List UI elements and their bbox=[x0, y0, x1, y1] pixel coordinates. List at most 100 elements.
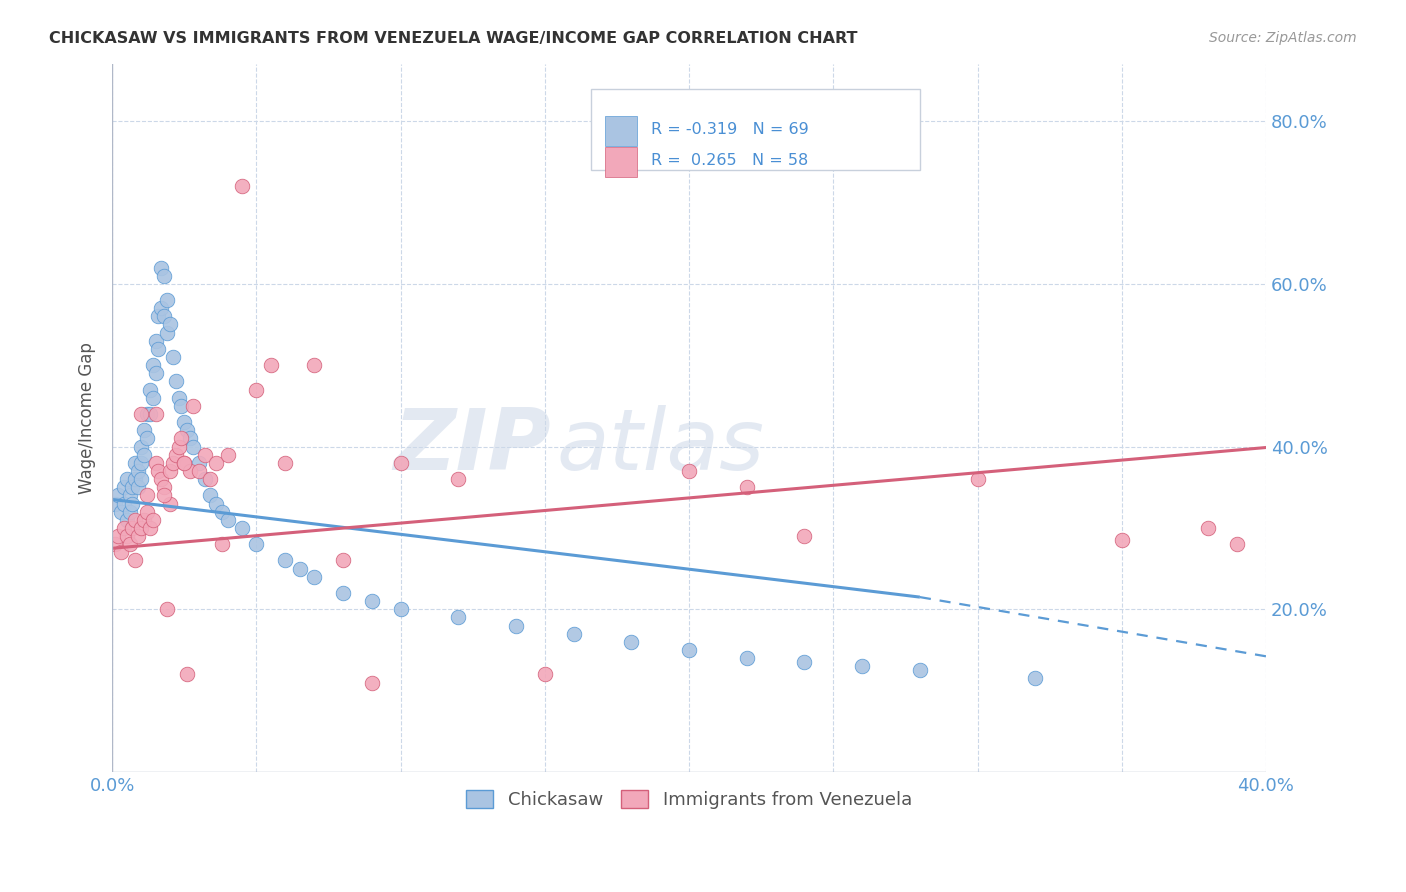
Point bbox=[145, 367, 167, 381]
Point bbox=[245, 537, 267, 551]
Text: R = -0.319   N = 69: R = -0.319 N = 69 bbox=[651, 122, 808, 137]
Point bbox=[217, 513, 239, 527]
Point bbox=[793, 529, 815, 543]
Point bbox=[142, 513, 165, 527]
Point bbox=[165, 448, 187, 462]
Point bbox=[793, 655, 815, 669]
Point bbox=[156, 293, 179, 307]
Point bbox=[211, 537, 233, 551]
Point bbox=[135, 488, 157, 502]
Point bbox=[245, 383, 267, 397]
Y-axis label: Wage/Income Gap: Wage/Income Gap bbox=[79, 343, 96, 494]
Point bbox=[193, 472, 215, 486]
Point bbox=[150, 472, 173, 486]
Text: ZIP: ZIP bbox=[394, 405, 551, 488]
Point bbox=[150, 301, 173, 316]
Point bbox=[162, 350, 184, 364]
Point bbox=[181, 399, 204, 413]
Point bbox=[135, 407, 157, 421]
Point bbox=[124, 513, 146, 527]
Point bbox=[162, 456, 184, 470]
Point bbox=[129, 456, 152, 470]
Point bbox=[127, 529, 149, 543]
Point bbox=[107, 529, 129, 543]
Point bbox=[142, 391, 165, 405]
Text: Source: ZipAtlas.com: Source: ZipAtlas.com bbox=[1209, 31, 1357, 45]
Point bbox=[127, 464, 149, 478]
Point bbox=[159, 318, 181, 332]
Point bbox=[274, 456, 297, 470]
Point bbox=[118, 488, 141, 502]
Point bbox=[118, 505, 141, 519]
Point bbox=[332, 586, 354, 600]
Point bbox=[148, 342, 170, 356]
Point bbox=[110, 545, 132, 559]
Point bbox=[112, 521, 135, 535]
Point bbox=[562, 626, 585, 640]
Point bbox=[170, 431, 193, 445]
Point bbox=[148, 464, 170, 478]
Point bbox=[447, 472, 470, 486]
Point bbox=[389, 456, 412, 470]
Point bbox=[121, 521, 143, 535]
Point bbox=[505, 618, 527, 632]
Point bbox=[176, 423, 198, 437]
Point bbox=[115, 529, 138, 543]
Point bbox=[1226, 537, 1249, 551]
Point bbox=[332, 553, 354, 567]
Point bbox=[187, 464, 209, 478]
Point bbox=[150, 260, 173, 275]
Point bbox=[173, 456, 195, 470]
FancyBboxPatch shape bbox=[591, 89, 920, 170]
Point bbox=[110, 505, 132, 519]
Point bbox=[205, 496, 228, 510]
Point bbox=[129, 440, 152, 454]
Point bbox=[129, 407, 152, 421]
Point bbox=[173, 415, 195, 429]
Point bbox=[534, 667, 557, 681]
Point bbox=[735, 651, 758, 665]
Point bbox=[1197, 521, 1219, 535]
Point bbox=[447, 610, 470, 624]
Point bbox=[205, 456, 228, 470]
Text: CHICKASAW VS IMMIGRANTS FROM VENEZUELA WAGE/INCOME GAP CORRELATION CHART: CHICKASAW VS IMMIGRANTS FROM VENEZUELA W… bbox=[49, 31, 858, 46]
Point bbox=[139, 407, 162, 421]
Point bbox=[132, 448, 155, 462]
Point bbox=[360, 594, 382, 608]
Point bbox=[159, 496, 181, 510]
Point bbox=[217, 448, 239, 462]
Point bbox=[153, 310, 176, 324]
Point bbox=[851, 659, 873, 673]
Point bbox=[187, 456, 209, 470]
Point bbox=[159, 464, 181, 478]
Point bbox=[132, 423, 155, 437]
Point bbox=[200, 472, 222, 486]
Point bbox=[121, 496, 143, 510]
Point bbox=[118, 537, 141, 551]
Point bbox=[211, 505, 233, 519]
Point bbox=[966, 472, 988, 486]
Point bbox=[153, 268, 176, 283]
Point bbox=[115, 513, 138, 527]
Point bbox=[302, 358, 325, 372]
Point bbox=[389, 602, 412, 616]
Point bbox=[360, 675, 382, 690]
Point bbox=[167, 391, 190, 405]
Point bbox=[127, 480, 149, 494]
Point bbox=[288, 561, 311, 575]
Point bbox=[179, 431, 201, 445]
Point bbox=[124, 472, 146, 486]
Point bbox=[176, 667, 198, 681]
Point bbox=[173, 456, 195, 470]
Point bbox=[302, 570, 325, 584]
Point bbox=[124, 456, 146, 470]
Point bbox=[104, 537, 127, 551]
Point bbox=[124, 553, 146, 567]
Point bbox=[139, 383, 162, 397]
Point bbox=[139, 521, 162, 535]
Point bbox=[145, 407, 167, 421]
Point bbox=[142, 358, 165, 372]
Point bbox=[231, 521, 253, 535]
FancyBboxPatch shape bbox=[605, 147, 637, 177]
Point bbox=[129, 521, 152, 535]
